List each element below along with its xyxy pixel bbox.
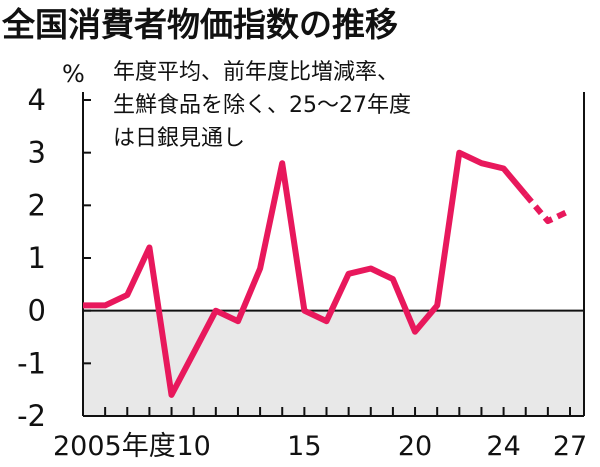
y-tick-label: 0 — [28, 294, 46, 328]
axes: % — [62, 60, 585, 417]
x-tick-label: 24 — [486, 431, 520, 462]
chart-note-line: 生鮮食品を除く、25～27年度 — [113, 93, 411, 118]
x-axis-ticks: 2005年度 10 15 20 24 27 — [53, 407, 587, 462]
x-tick-label: 27 — [553, 431, 587, 462]
series-lines — [83, 149, 572, 398]
y-axis-ticks: 4 3 2 1 0 -1 -2 — [17, 83, 91, 433]
negative-region-band — [83, 310, 584, 416]
y-tick-label: 4 — [28, 83, 46, 117]
chart-note-line: は日銀見通し — [113, 126, 245, 151]
negative-band — [83, 310, 584, 416]
y-tick-label: 3 — [28, 136, 46, 170]
x-tick-label: 2005年度 — [53, 431, 176, 462]
chart-title: 全国消費者物価指数の推移 — [1, 5, 398, 44]
y-unit-label: % — [62, 60, 85, 88]
x-tick-label: 20 — [398, 431, 432, 462]
y-tick-label: -2 — [17, 399, 46, 433]
x-tick-label: 10 — [177, 431, 211, 462]
chart-note-line: 年度平均、前年度比増減率、 — [113, 60, 399, 85]
y-tick-label: 2 — [28, 188, 46, 222]
x-tick-label: 15 — [287, 431, 321, 462]
y-tick-label: 1 — [28, 241, 46, 275]
actual-series-line — [83, 149, 528, 398]
forecast-series-line — [523, 192, 572, 225]
y-tick-label: -1 — [17, 346, 46, 380]
